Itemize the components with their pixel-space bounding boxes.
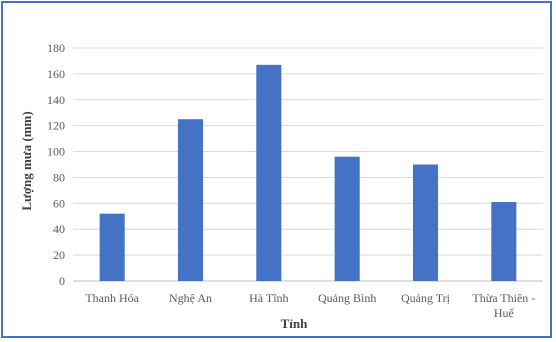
- y-tick-label: 120: [47, 119, 65, 133]
- x-tick-label: Hà Tĩnh: [249, 291, 288, 305]
- y-tick-label: 180: [47, 41, 65, 55]
- bar: [412, 164, 439, 281]
- chart-frame: 0 20 40 60 80 100 120 140 160 180 Thanh Hóa Nghệ A…: [1, 1, 552, 338]
- y-tick-label: 100: [47, 145, 65, 159]
- bar: [491, 202, 517, 281]
- x-tick-labels: Thanh Hóa Nghệ An Hà Tĩnh Quảng Bình Quảng T…: [85, 291, 535, 320]
- x-tick-label: Quảng Bình: [318, 291, 376, 305]
- x-tick-label: Quảng Trị: [401, 291, 451, 305]
- y-tick-label: 140: [47, 93, 65, 107]
- x-tick-label: Thanh Hóa: [85, 291, 139, 305]
- y-axis-title: Lượng mưa (mm): [19, 111, 34, 210]
- y-tick-label: 40: [53, 222, 65, 236]
- bar: [256, 64, 282, 281]
- bars: [99, 64, 517, 281]
- x-axis-title: Tỉnh: [281, 316, 309, 331]
- y-tick-label: 160: [47, 67, 65, 81]
- y-tick-label: 60: [53, 196, 65, 210]
- gridlines: [73, 47, 543, 282]
- x-tick-label: Thừa Thiên -Huế: [472, 291, 535, 320]
- x-tick-label: Nghệ An: [169, 291, 212, 305]
- y-tick-label: 20: [53, 248, 65, 262]
- bar-chart: 0 20 40 60 80 100 120 140 160 180 Thanh Hóa Nghệ A…: [19, 41, 543, 331]
- bar: [334, 156, 360, 281]
- bar: [99, 213, 125, 281]
- y-tick-labels: 0 20 40 60 80 100 120 140 160 180: [47, 41, 65, 288]
- bar: [177, 119, 204, 281]
- y-tick-label: 0: [59, 274, 65, 288]
- y-tick-label: 80: [53, 170, 65, 184]
